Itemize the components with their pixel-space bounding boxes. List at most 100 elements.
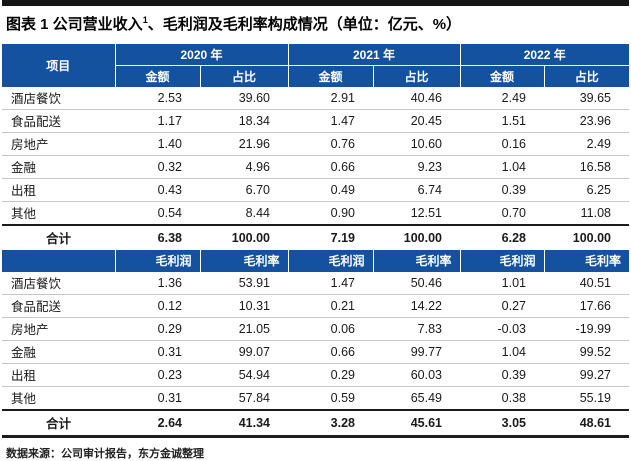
value-cell: 1.47 (330, 275, 355, 290)
value-cell: 39.65 (579, 90, 611, 105)
header-blank (2, 249, 115, 272)
value-cell: 16.58 (544, 154, 629, 179)
top-divider-bar (2, 0, 629, 6)
header-gross-margin: 毛利率 (543, 249, 629, 272)
header-share: 占比 (199, 65, 288, 87)
value-cell: 6.38 (115, 223, 200, 250)
value-cell: 41.34 (200, 408, 288, 438)
table-row: 出租 0.23 54.94 0.29 60.03 0.39 99.27 (2, 362, 629, 387)
value-cell: 17.66 (544, 293, 629, 318)
header-year-2020: 2020 年 (114, 43, 288, 66)
value-cell: 60.03 (373, 362, 460, 387)
title-footnote-marker: 1 (142, 15, 148, 25)
total-row: 合计 2.64 41.34 3.28 45.61 3.05 48.61 (2, 408, 629, 438)
value-cell: 10.31 (200, 293, 288, 318)
header-project: 项目 (2, 43, 115, 87)
value-cell: 54.94 (200, 362, 288, 387)
table-row: 房地产 0.29 21.05 0.06 7.83 -0.03 -19.99 (2, 316, 629, 341)
header-share: 占比 (372, 65, 460, 87)
value-cell: 0.54 (115, 200, 200, 225)
value-cell: 10.60 (373, 131, 460, 156)
value-cell: 0.23 (115, 362, 200, 387)
value-cell: 2.49 (544, 131, 629, 156)
value-cell: 2.64 (115, 408, 200, 438)
value-cell: 0.32 (115, 154, 200, 179)
row-label: 金融 (2, 339, 115, 364)
table-header-years: 项目 2020 年 2021 年 2022 年 (2, 43, 629, 87)
total-row: 合计 6.38 100.00 7.19 100.00 6.28 100.00 (2, 223, 629, 250)
value-cell: 23.96 (544, 108, 629, 133)
value-cell: 0.12 (115, 293, 200, 318)
table-row: 其他 0.31 57.84 0.59 65.49 0.38 55.19 (2, 385, 629, 410)
value-cell: 1.51 (460, 108, 544, 133)
value-cell: 0.43 (115, 177, 200, 202)
profit-section: 酒店餐饮 1.36 53.91 1.47 50.46 1.01 40.51 食品配送 0.12 1… (2, 272, 629, 438)
value-cell: 0.29 (115, 316, 200, 341)
value-cell: 6.70 (200, 177, 288, 202)
value-cell: 0.70 (460, 200, 544, 225)
value-cell: 0.31 (115, 339, 200, 364)
value-cell: 0.66 (288, 339, 373, 364)
row-label: 出租 (2, 177, 115, 202)
table-row: 金融 0.32 4.96 0.66 9.23 1.04 16.58 (2, 154, 629, 179)
table-header-revenue-subcols: 金额 占比 金额 占比 金额 占比 (2, 65, 629, 87)
header-gross-margin: 毛利率 (199, 249, 288, 272)
value-cell: 1.36 (157, 275, 182, 290)
value-cell: 6.25 (544, 177, 629, 202)
row-label: 食品配送 (2, 108, 115, 133)
table-row: 食品配送 0.12 10.31 0.21 14.22 0.27 17.66 (2, 293, 629, 318)
row-label: 出租 (2, 362, 115, 387)
value-cell: 100.00 (200, 223, 288, 250)
header-year-2022: 2022 年 (459, 43, 629, 66)
value-cell: 2.49 (501, 90, 526, 105)
title-main: 图表 1 公司营业收入 (6, 16, 143, 33)
table-header-profit-subcols: 毛利润 毛利率 毛利润 毛利率 毛利润 毛利率 (2, 249, 629, 272)
row-label: 其他 (2, 200, 115, 225)
value-cell: 1.17 (115, 108, 200, 133)
row-label: 金融 (2, 154, 115, 179)
revenue-section: 酒店餐饮 2.53 39.60 2.91 40.46 2.49 39.65 食品配送 1.17 1… (2, 87, 629, 250)
value-cell: 65.49 (373, 385, 460, 410)
value-cell: 0.31 (115, 385, 200, 410)
value-cell: 0.59 (288, 385, 373, 410)
value-cell: 8.44 (200, 200, 288, 225)
value-cell: 21.05 (200, 316, 288, 341)
row-label: 房地产 (2, 316, 115, 341)
value-cell: 1.04 (460, 339, 544, 364)
value-cell: 0.90 (288, 200, 373, 225)
value-cell: 57.84 (200, 385, 288, 410)
header-gross-profit: 毛利润 (287, 249, 373, 272)
header-gross-margin: 毛利率 (372, 249, 460, 272)
value-cell: 0.49 (288, 177, 373, 202)
value-cell: 4.96 (200, 154, 288, 179)
value-cell: 12.51 (373, 200, 460, 225)
value-cell: 0.38 (460, 385, 544, 410)
value-cell: 45.61 (373, 408, 460, 438)
value-cell: 99.07 (200, 339, 288, 364)
table-row: 金融 0.31 99.07 0.66 99.77 1.04 99.52 (2, 339, 629, 364)
table-row: 出租 0.43 6.70 0.49 6.74 0.39 6.25 (2, 177, 629, 202)
header-amount: 金额 (114, 65, 200, 87)
value-cell: 3.05 (460, 408, 544, 438)
header-year-2021: 2021 年 (287, 43, 460, 66)
value-cell: 18.34 (200, 108, 288, 133)
table-row: 酒店餐饮 1.36 53.91 1.47 50.46 1.01 40.51 (2, 272, 629, 295)
value-cell: 2.53 (157, 90, 182, 105)
row-label: 酒店餐饮 (11, 277, 62, 292)
value-cell: 1.47 (288, 108, 373, 133)
value-cell: 99.77 (373, 339, 460, 364)
row-label: 合计 (2, 408, 115, 438)
value-cell: 2.91 (330, 90, 355, 105)
table-row: 酒店餐饮 2.53 39.60 2.91 40.46 2.49 39.65 (2, 87, 629, 110)
financial-table: 项目 2020 年 2021 年 2022 年 金额 占比 金额 占比 金额 占… (2, 43, 629, 438)
header-amount: 金额 (459, 65, 544, 87)
row-label: 房地产 (2, 131, 115, 156)
value-cell: 0.39 (460, 177, 544, 202)
value-cell: 0.27 (460, 293, 544, 318)
table-row: 房地产 1.40 21.96 0.76 10.60 0.16 2.49 (2, 131, 629, 156)
row-label: 酒店餐饮 (11, 92, 62, 107)
value-cell: 0.06 (288, 316, 373, 341)
value-cell: 20.45 (373, 108, 460, 133)
value-cell: 1.01 (501, 275, 526, 290)
table-row: 其他 0.54 8.44 0.90 12.51 0.70 11.08 (2, 200, 629, 225)
